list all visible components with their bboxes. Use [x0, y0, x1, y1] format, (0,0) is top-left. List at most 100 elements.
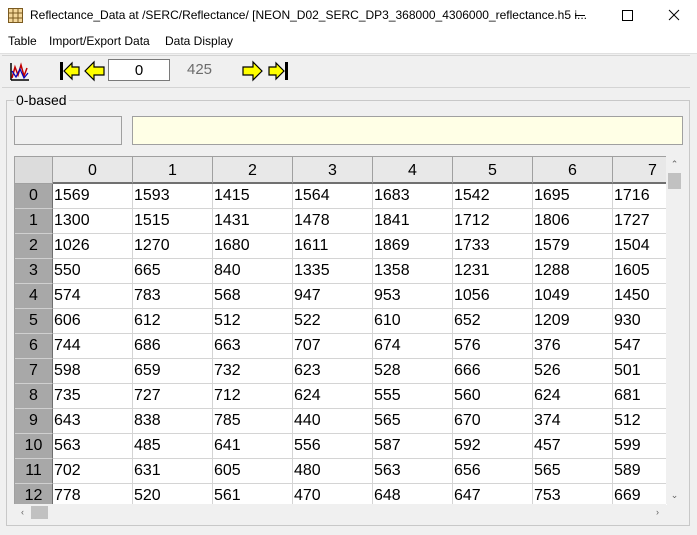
- column-header[interactable]: 3: [293, 157, 373, 184]
- menu-table[interactable]: Table: [8, 34, 37, 48]
- table-cell[interactable]: 1593: [133, 184, 213, 209]
- table-cell[interactable]: 1579: [533, 234, 613, 259]
- table-cell[interactable]: 953: [373, 284, 453, 309]
- title-bar[interactable]: Reflectance_Data at /SERC/Reflectance/ […: [0, 0, 697, 31]
- table-cell[interactable]: 522: [293, 309, 373, 334]
- table-cell[interactable]: 612: [133, 309, 213, 334]
- table-cell[interactable]: 457: [533, 434, 613, 459]
- row-header[interactable]: 12: [15, 484, 53, 505]
- row-header[interactable]: 9: [15, 409, 53, 434]
- table-cell[interactable]: 1504: [613, 234, 667, 259]
- table-cell[interactable]: 1300: [53, 209, 133, 234]
- table-cell[interactable]: 666: [453, 359, 533, 384]
- table-cell[interactable]: 1056: [453, 284, 533, 309]
- table-cell[interactable]: 589: [613, 459, 667, 484]
- row-header[interactable]: 7: [15, 359, 53, 384]
- column-header[interactable]: 0: [53, 157, 133, 184]
- table-cell[interactable]: 674: [373, 334, 453, 359]
- table-cell[interactable]: 686: [133, 334, 213, 359]
- table-cell[interactable]: 783: [133, 284, 213, 309]
- table-cell[interactable]: 930: [613, 309, 667, 334]
- row-header[interactable]: 11: [15, 459, 53, 484]
- scroll-down-icon[interactable]: ⌄: [670, 490, 679, 500]
- table-cell[interactable]: 656: [453, 459, 533, 484]
- table-cell[interactable]: 663: [213, 334, 293, 359]
- scroll-right-icon[interactable]: ›: [656, 507, 659, 517]
- menu-import-export[interactable]: Import/Export Data: [49, 34, 150, 48]
- table-cell[interactable]: 501: [613, 359, 667, 384]
- table-cell[interactable]: 485: [133, 434, 213, 459]
- table-cell[interactable]: 605: [213, 459, 293, 484]
- horizontal-scrollbar[interactable]: ‹ ›: [14, 504, 666, 521]
- table-cell[interactable]: 563: [373, 459, 453, 484]
- table-cell[interactable]: 1542: [453, 184, 533, 209]
- table-cell[interactable]: 1288: [533, 259, 613, 284]
- table-cell[interactable]: 665: [133, 259, 213, 284]
- table-cell[interactable]: 1841: [373, 209, 453, 234]
- table-cell[interactable]: 1695: [533, 184, 613, 209]
- table-cell[interactable]: 732: [213, 359, 293, 384]
- table-cell[interactable]: 374: [533, 409, 613, 434]
- row-header[interactable]: 0: [15, 184, 53, 209]
- table-cell[interactable]: 753: [533, 484, 613, 505]
- table-cell[interactable]: 727: [133, 384, 213, 409]
- table-cell[interactable]: 599: [613, 434, 667, 459]
- column-header[interactable]: 2: [213, 157, 293, 184]
- table-cell[interactable]: 547: [613, 334, 667, 359]
- table-cell[interactable]: 1680: [213, 234, 293, 259]
- column-header[interactable]: 7: [613, 157, 667, 184]
- table-cell[interactable]: 631: [133, 459, 213, 484]
- table-cell[interactable]: 480: [293, 459, 373, 484]
- table-cell[interactable]: 512: [613, 409, 667, 434]
- table-cell[interactable]: 610: [373, 309, 453, 334]
- table-cell[interactable]: 470: [293, 484, 373, 505]
- table-cell[interactable]: 598: [53, 359, 133, 384]
- minimize-button[interactable]: [557, 0, 603, 31]
- table-cell[interactable]: 1209: [533, 309, 613, 334]
- vertical-scroll-thumb[interactable]: [668, 173, 681, 189]
- table-cell[interactable]: 624: [293, 384, 373, 409]
- table-cell[interactable]: 1712: [453, 209, 533, 234]
- table-cell[interactable]: 1564: [293, 184, 373, 209]
- table-cell[interactable]: 1605: [613, 259, 667, 284]
- table-cell[interactable]: 652: [453, 309, 533, 334]
- table-cell[interactable]: 744: [53, 334, 133, 359]
- first-page-button[interactable]: [58, 59, 82, 83]
- row-header[interactable]: 5: [15, 309, 53, 334]
- table-cell[interactable]: 565: [533, 459, 613, 484]
- table-cell[interactable]: 574: [53, 284, 133, 309]
- vertical-scrollbar[interactable]: ⌃ ⌄: [666, 156, 683, 504]
- table-cell[interactable]: 1358: [373, 259, 453, 284]
- row-header[interactable]: 6: [15, 334, 53, 359]
- table-cell[interactable]: 592: [453, 434, 533, 459]
- table-cell[interactable]: 563: [53, 434, 133, 459]
- table-cell[interactable]: 576: [453, 334, 533, 359]
- table-cell[interactable]: 669: [613, 484, 667, 505]
- page-input[interactable]: 0: [108, 59, 170, 81]
- table-cell[interactable]: 735: [53, 384, 133, 409]
- cell-value-field[interactable]: [132, 116, 683, 145]
- table-cell[interactable]: 1569: [53, 184, 133, 209]
- table-cell[interactable]: 1727: [613, 209, 667, 234]
- table-cell[interactable]: 707: [293, 334, 373, 359]
- table-cell[interactable]: 526: [533, 359, 613, 384]
- scroll-left-icon[interactable]: ‹: [21, 507, 24, 517]
- table-cell[interactable]: 1515: [133, 209, 213, 234]
- table-cell[interactable]: 840: [213, 259, 293, 284]
- menu-data-display[interactable]: Data Display: [165, 34, 234, 48]
- column-header[interactable]: 1: [133, 157, 213, 184]
- table-cell[interactable]: 838: [133, 409, 213, 434]
- table-cell[interactable]: 1716: [613, 184, 667, 209]
- chart-button[interactable]: [8, 59, 32, 83]
- last-page-button[interactable]: [266, 59, 290, 83]
- column-header[interactable]: 6: [533, 157, 613, 184]
- table-cell[interactable]: 648: [373, 484, 453, 505]
- row-header[interactable]: 1: [15, 209, 53, 234]
- table-cell[interactable]: 587: [373, 434, 453, 459]
- table-cell[interactable]: 555: [373, 384, 453, 409]
- previous-page-button[interactable]: [83, 59, 107, 83]
- table-cell[interactable]: 556: [293, 434, 373, 459]
- table-cell[interactable]: 1869: [373, 234, 453, 259]
- table-cell[interactable]: 641: [213, 434, 293, 459]
